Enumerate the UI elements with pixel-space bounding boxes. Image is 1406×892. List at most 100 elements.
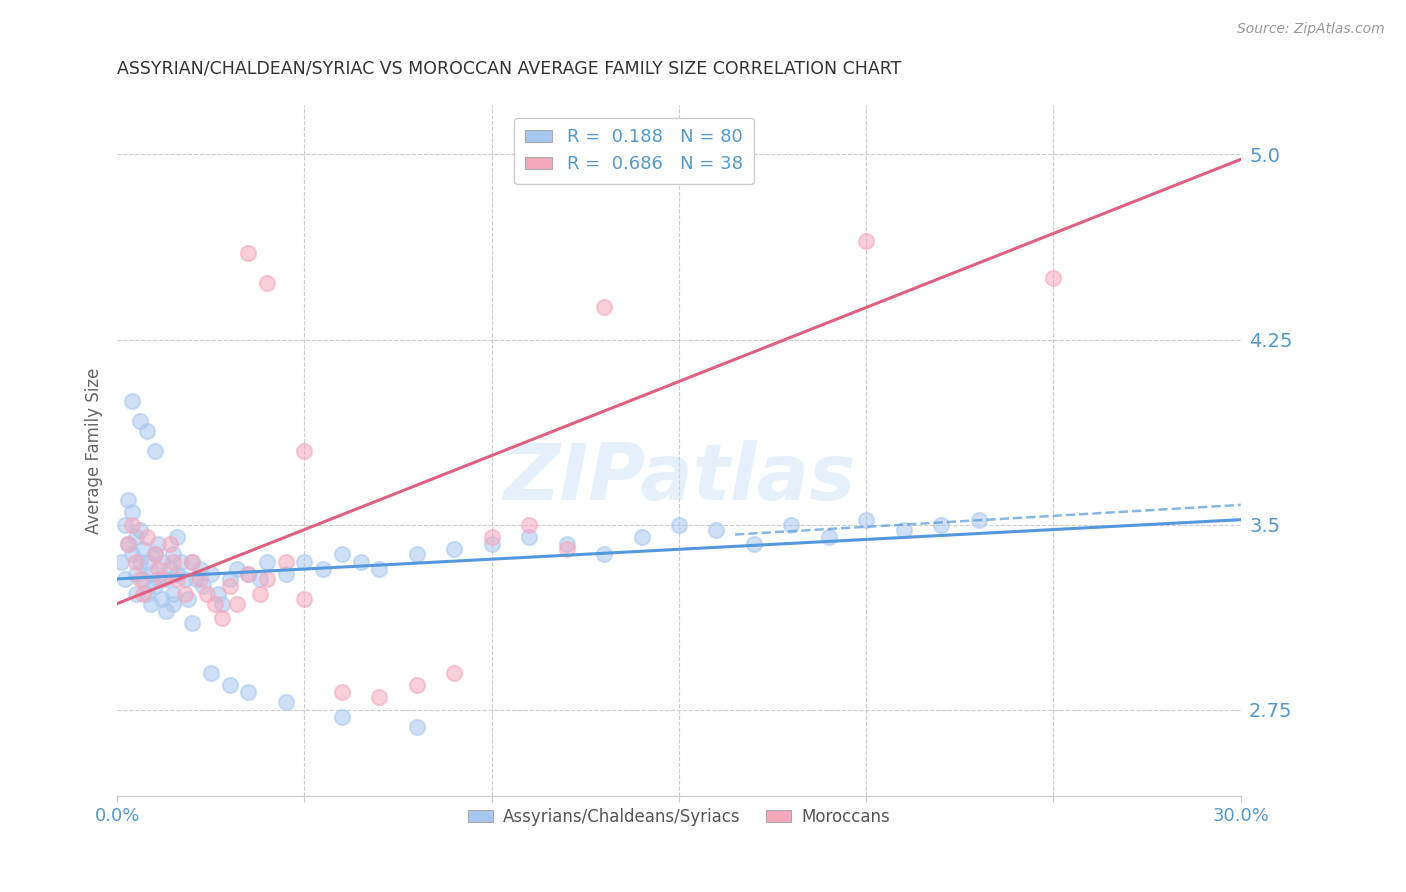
Point [193, 579, 215, 593]
Point [128, 523, 150, 537]
Point [148, 562, 170, 576]
Point [184, 572, 207, 586]
Point [148, 537, 170, 551]
Point [481, 530, 503, 544]
Point [555, 542, 578, 557]
Point [630, 530, 652, 544]
Point [817, 530, 839, 544]
Point [200, 665, 222, 680]
Point [517, 530, 540, 544]
Point [150, 591, 173, 606]
Point [143, 547, 166, 561]
Point [121, 505, 143, 519]
Point [294, 555, 316, 569]
Point [143, 443, 166, 458]
Point [117, 537, 139, 551]
Point [368, 562, 391, 576]
Point [114, 572, 136, 586]
Point [218, 572, 240, 586]
Point [238, 566, 260, 581]
Point [249, 587, 271, 601]
Point [443, 665, 465, 680]
Point [166, 530, 188, 544]
Point [121, 547, 143, 561]
Point [143, 547, 166, 561]
Point [967, 513, 990, 527]
Point [780, 517, 803, 532]
Point [121, 394, 143, 409]
Point [132, 587, 155, 601]
Point [132, 572, 155, 586]
Point [128, 572, 150, 586]
Point [481, 537, 503, 551]
Point [218, 579, 240, 593]
Point [211, 611, 233, 625]
Point [117, 537, 139, 551]
Point [181, 616, 204, 631]
Point [159, 562, 181, 576]
Point [132, 542, 155, 557]
Text: ZIPatlas: ZIPatlas [503, 441, 855, 516]
Point [173, 587, 195, 601]
Point [855, 513, 877, 527]
Point [181, 555, 204, 569]
Point [200, 566, 222, 581]
Point [136, 424, 159, 438]
Point [218, 678, 240, 692]
Point [139, 597, 162, 611]
Point [195, 587, 218, 601]
Point [312, 562, 335, 576]
Point [330, 710, 353, 724]
Point [136, 555, 159, 569]
Point [555, 537, 578, 551]
Point [1042, 270, 1064, 285]
Point [405, 720, 427, 734]
Point [125, 587, 148, 601]
Point [162, 587, 184, 601]
Point [125, 530, 148, 544]
Point [150, 572, 173, 586]
Y-axis label: Average Family Size: Average Family Size [86, 368, 103, 533]
Point [668, 517, 690, 532]
Point [893, 523, 915, 537]
Point [125, 566, 148, 581]
Point [517, 517, 540, 532]
Point [148, 572, 170, 586]
Point [274, 695, 297, 709]
Point [238, 246, 260, 260]
Point [249, 572, 271, 586]
Point [125, 555, 148, 569]
Point [330, 685, 353, 699]
Point [368, 690, 391, 705]
Point [211, 597, 233, 611]
Point [155, 604, 177, 618]
Point [256, 572, 278, 586]
Text: Source: ZipAtlas.com: Source: ZipAtlas.com [1237, 22, 1385, 37]
Point [706, 523, 728, 537]
Point [207, 587, 229, 601]
Point [294, 591, 316, 606]
Point [256, 276, 278, 290]
Point [256, 555, 278, 569]
Point [128, 555, 150, 569]
Point [173, 572, 195, 586]
Point [166, 566, 188, 581]
Point [139, 566, 162, 581]
Point [238, 685, 260, 699]
Point [117, 492, 139, 507]
Point [226, 562, 249, 576]
Point [162, 597, 184, 611]
Point [238, 566, 260, 581]
Point [226, 597, 249, 611]
Point [177, 591, 200, 606]
Point [330, 547, 353, 561]
Point [128, 414, 150, 428]
Point [204, 597, 226, 611]
Point [181, 555, 204, 569]
Point [114, 517, 136, 532]
Point [855, 234, 877, 248]
Legend: Assyrians/Chaldeans/Syriacs, Moroccans: Assyrians/Chaldeans/Syriacs, Moroccans [461, 801, 896, 832]
Point [294, 443, 316, 458]
Point [274, 555, 297, 569]
Point [405, 678, 427, 692]
